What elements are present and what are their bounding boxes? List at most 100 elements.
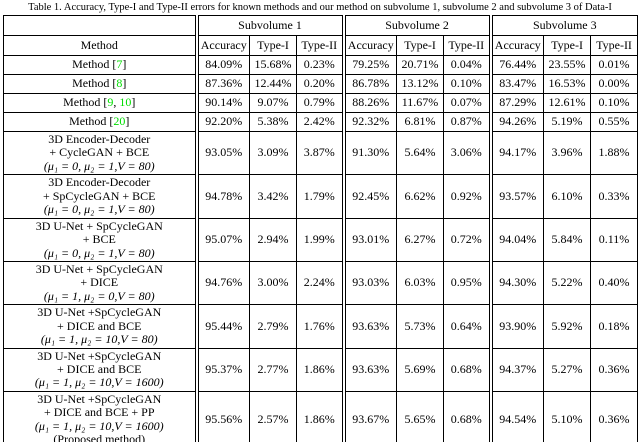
value-cell: 16.53%: [543, 74, 592, 94]
table-row: Method [8] 87.36% 12.44% 0.20% 86.78% 13.12% 0…: [3, 74, 639, 94]
method-text: (μ₁ = 1, μ₂ = 10,V = 80): [40, 332, 158, 347]
method-text: 3D U-Net +SpCycleGAN: [37, 305, 162, 320]
value-cell: 94.04%: [488, 217, 545, 262]
method-line: (μ₁ = 0, μ₂ = 1,V = 80): [5, 245, 194, 260]
citation-link[interactable]: 8: [116, 76, 123, 91]
value-cell: 5.69%: [396, 347, 445, 392]
method-line: + DICE: [5, 276, 194, 289]
col-header-method: Method: [3, 35, 197, 56]
value-cell: 90.14%: [194, 93, 250, 113]
citation-link[interactable]: 7: [116, 57, 123, 72]
method-text: ]: [122, 76, 127, 91]
value-cell: 1.86%: [295, 347, 345, 392]
method-text: ,: [113, 95, 120, 110]
value-cell: 2.79%: [249, 304, 297, 349]
method-cell: 3D U-Net + SpCycleGAN + BCE (μ₁ = 0, μ₂ = …: [3, 217, 197, 262]
value-cell: 79.25%: [341, 55, 398, 75]
value-cell: 94.54%: [488, 390, 545, 442]
method-cell: Method [7]: [3, 55, 197, 75]
value-cell: 5.27%: [543, 347, 592, 392]
col-header-accuracy: Accuracy: [488, 35, 545, 56]
method-line: 3D U-Net +SpCycleGAN: [5, 349, 194, 363]
method-text: (μ₁ = 1, μ₂ = 10,V = 1600): [34, 418, 164, 433]
value-cell: 0.95%: [443, 260, 492, 306]
value-cell: 95.44%: [194, 304, 250, 349]
value-cell: 0.10%: [443, 74, 492, 94]
value-cell: 94.78%: [194, 174, 250, 219]
method-text: ]: [131, 95, 136, 110]
col-header-type2: Type-II: [443, 35, 492, 56]
method-line: (μ₁ = 0, μ₂ = 1,V = 80): [5, 202, 194, 216]
value-cell: 87.36%: [194, 74, 250, 94]
method-text: (μ₁ = 0, μ₂ = 1,V = 80): [43, 245, 155, 260]
method-cell: Method [9, 10]: [3, 93, 197, 113]
citation-link[interactable]: 20: [113, 114, 126, 129]
value-cell: 0.00%: [590, 74, 639, 94]
value-cell: 0.23%: [295, 55, 345, 75]
citation-link[interactable]: 10: [119, 95, 132, 110]
value-cell: 94.30%: [488, 260, 545, 306]
value-cell: 23.55%: [543, 55, 592, 75]
method-line: 3D Encoder-Decoder: [5, 176, 194, 189]
value-cell: 5.73%: [396, 304, 445, 349]
value-cell: 6.81%: [396, 112, 445, 132]
value-cell: 93.63%: [341, 304, 398, 349]
value-cell: 92.32%: [341, 112, 398, 132]
value-cell: 5.22%: [543, 260, 592, 306]
value-cell: 1.88%: [590, 130, 639, 176]
value-cell: 0.10%: [590, 93, 639, 113]
method-text: + BCE: [82, 232, 116, 247]
method-line: 3D U-Net +SpCycleGAN: [5, 306, 194, 319]
table-row: Method [7] 84.09% 15.68% 0.23% 79.25% 20.71% 0…: [3, 55, 639, 75]
method-text: + CycleGAN + BCE: [49, 145, 150, 160]
value-cell: 95.07%: [194, 217, 250, 262]
table-row: Method [20] 92.20% 5.38% 2.42% 92.32% 6.81% 0.…: [3, 112, 639, 132]
value-cell: 1.86%: [295, 390, 345, 442]
method-line: + DICE and BCE: [5, 362, 194, 376]
value-cell: 11.67%: [396, 93, 445, 113]
value-cell: 1.76%: [295, 304, 345, 349]
method-text: 3D U-Net + SpCycleGAN: [35, 218, 163, 233]
method-text: + DICE and BCE: [57, 362, 142, 376]
value-cell: 93.63%: [341, 347, 398, 392]
value-cell: 0.64%: [443, 304, 492, 349]
citation-link[interactable]: 9: [107, 95, 114, 110]
value-cell: 94.26%: [488, 112, 545, 132]
value-cell: 0.68%: [443, 347, 492, 392]
value-cell: 3.00%: [249, 260, 297, 306]
value-cell: 87.29%: [488, 93, 545, 113]
method-line: 3D U-Net + SpCycleGAN: [5, 218, 194, 233]
value-cell: 0.79%: [295, 93, 345, 113]
value-cell: 0.18%: [590, 304, 639, 349]
value-cell: 5.92%: [543, 304, 592, 349]
value-cell: 91.30%: [341, 130, 398, 176]
value-cell: 6.10%: [543, 174, 592, 219]
value-cell: 12.61%: [543, 93, 592, 113]
method-text: (μ₁ = 1, μ₂ = 0,V = 80): [43, 288, 155, 303]
value-cell: 5.64%: [396, 130, 445, 176]
method-line: Method [7]: [5, 58, 194, 71]
method-line: Method [20]: [5, 115, 194, 128]
value-cell: 1.99%: [295, 217, 345, 262]
value-cell: 93.57%: [488, 174, 545, 219]
value-cell: 0.01%: [590, 55, 639, 75]
value-cell: 94.37%: [488, 347, 545, 392]
value-cell: 0.04%: [443, 55, 492, 75]
value-cell: 12.44%: [249, 74, 297, 94]
value-cell: 93.90%: [488, 304, 545, 349]
method-line: + BCE: [5, 232, 194, 247]
method-text: + DICE and BCE + PP: [43, 405, 155, 420]
value-cell: 3.42%: [249, 174, 297, 219]
results-table: Subvolume 1 Subvolume 2 Subvolume 3 Meth…: [3, 15, 639, 442]
col-header-type1: Type-I: [249, 35, 297, 56]
method-line: (μ₁ = 1, μ₂ = 0,V = 80): [5, 288, 194, 303]
table-row: 3D U-Net +SpCycleGAN + DICE and BCE + PP(…: [3, 390, 639, 442]
value-cell: 3.96%: [543, 130, 592, 176]
method-cell: 3D Encoder-Decoder + SpCycleGAN + BCE (μ₁ …: [3, 174, 197, 219]
value-cell: 3.09%: [249, 130, 297, 176]
method-line: + DICE and BCE: [5, 319, 194, 333]
method-text: ]: [122, 57, 127, 72]
method-cell: Method [20]: [3, 112, 197, 132]
value-cell: 93.01%: [341, 217, 398, 262]
value-cell: 95.37%: [194, 347, 250, 392]
